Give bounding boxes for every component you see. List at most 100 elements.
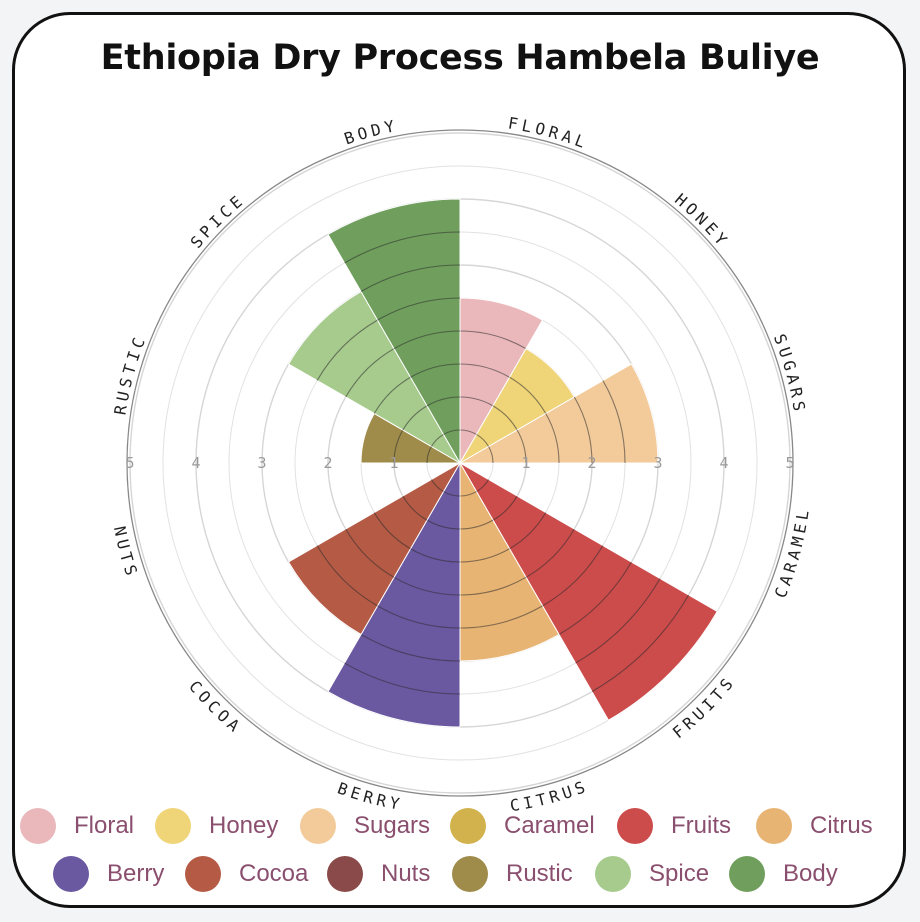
legend-swatch bbox=[729, 856, 765, 892]
legend-item-nuts[interactable]: Nuts bbox=[327, 854, 430, 894]
sector-fill bbox=[459, 461, 560, 662]
sector-ring bbox=[426, 519, 461, 530]
sector-citrus bbox=[459, 461, 560, 662]
legend-item-floral[interactable]: Floral bbox=[20, 806, 134, 846]
sector-body bbox=[327, 198, 461, 465]
legend-label: Berry bbox=[107, 860, 165, 887]
category-label-sugars: SUGARS bbox=[770, 331, 810, 416]
grid-circle bbox=[129, 132, 791, 794]
sector-ring bbox=[410, 363, 461, 378]
legend-label: Caramel bbox=[504, 812, 595, 839]
legend-item-berry[interactable]: Berry bbox=[53, 854, 164, 894]
outer-ring bbox=[126, 129, 794, 797]
sector-ring bbox=[492, 405, 518, 431]
sector-ring bbox=[591, 594, 690, 693]
sector-ring bbox=[459, 576, 527, 596]
tick-label: 1 bbox=[521, 454, 530, 472]
category-label-body: BODY bbox=[342, 116, 400, 149]
sector-ring bbox=[459, 396, 494, 407]
legend-item-body[interactable]: Body bbox=[729, 854, 838, 894]
sector-ring bbox=[492, 495, 518, 521]
legend-item-cocoa[interactable]: Cocoa bbox=[185, 854, 308, 894]
sector-ring bbox=[459, 605, 543, 629]
legend-swatch bbox=[53, 856, 89, 892]
legend-item-rustic[interactable]: Rustic bbox=[452, 854, 573, 894]
legend-swatch bbox=[20, 808, 56, 844]
category-label-rustic: RUSTIC bbox=[110, 331, 150, 416]
sector-berry bbox=[327, 461, 461, 728]
tick-label: 5 bbox=[785, 454, 794, 472]
sector-ring bbox=[345, 528, 395, 578]
tick-label: 4 bbox=[191, 454, 200, 472]
legend-swatch bbox=[327, 856, 363, 892]
sector-ring bbox=[575, 578, 661, 664]
sector-fill bbox=[458, 461, 718, 721]
sector-ring bbox=[430, 479, 444, 493]
sector-fill bbox=[459, 297, 544, 465]
sector-ring bbox=[316, 545, 378, 607]
legend-item-spice[interactable]: Spice bbox=[595, 854, 709, 894]
sector-ring bbox=[545, 413, 560, 464]
sector-ring bbox=[393, 576, 461, 596]
sector-cocoa bbox=[287, 461, 462, 636]
sector-ring bbox=[516, 429, 527, 464]
tick-label: 1 bbox=[389, 454, 398, 472]
sector-ring bbox=[360, 633, 461, 662]
sector-ring bbox=[377, 297, 461, 321]
legend-label: Sugars bbox=[354, 812, 431, 839]
legend-label: Body bbox=[783, 860, 838, 887]
legend-row: Berry Cocoa Nuts Rustic Spice Body bbox=[0, 854, 920, 894]
sector-ring bbox=[488, 446, 494, 464]
legend-label: Nuts bbox=[381, 860, 431, 887]
legend-item-fruits[interactable]: Fruits bbox=[617, 806, 731, 846]
category-label-floral: FLORAL bbox=[507, 113, 592, 153]
sector-sugars bbox=[458, 363, 659, 464]
sector-ring bbox=[558, 561, 632, 635]
sector-ring bbox=[316, 319, 378, 381]
category-label-cocoa: COCOA bbox=[185, 677, 246, 738]
sector-ring bbox=[360, 264, 461, 293]
sector-ring bbox=[459, 363, 510, 378]
sector-ring bbox=[509, 376, 547, 414]
sector-ring bbox=[509, 512, 547, 550]
category-label-spice: SPICE bbox=[187, 190, 249, 252]
legend-label: Floral bbox=[74, 812, 135, 839]
data-sectors bbox=[287, 198, 718, 728]
sector-ring bbox=[344, 231, 461, 264]
tick-label: 2 bbox=[587, 454, 596, 472]
legend-label: Fruits bbox=[671, 812, 731, 839]
sector-ring bbox=[443, 429, 461, 435]
legend-swatch bbox=[617, 808, 653, 844]
legend-label: Rustic bbox=[506, 860, 573, 887]
legend-swatch bbox=[450, 808, 486, 844]
sector-ring bbox=[426, 396, 461, 407]
sector-ring bbox=[344, 662, 461, 695]
legend-item-honey[interactable]: Honey bbox=[155, 806, 278, 846]
legend-swatch bbox=[595, 856, 631, 892]
sector-fill bbox=[287, 461, 462, 636]
tick-label: 3 bbox=[257, 454, 266, 472]
legend-swatch bbox=[300, 808, 336, 844]
sector-ring bbox=[393, 330, 461, 350]
sector-ring bbox=[542, 545, 604, 607]
sector-ring bbox=[373, 376, 411, 414]
sector-ring bbox=[459, 548, 510, 563]
sector-ring bbox=[345, 348, 395, 398]
category-label-honey: HONEY bbox=[671, 190, 733, 252]
sector-ring bbox=[402, 405, 428, 431]
sector-fill bbox=[327, 461, 461, 728]
legend-swatch bbox=[452, 856, 488, 892]
legend-item-caramel[interactable]: Caramel bbox=[450, 806, 595, 846]
sector-fill bbox=[458, 363, 659, 464]
sector-ring bbox=[373, 512, 411, 550]
sector-ring bbox=[410, 548, 461, 563]
legend-item-citrus[interactable]: Citrus bbox=[756, 806, 873, 846]
sector-fruits bbox=[458, 461, 718, 721]
sector-ring bbox=[377, 605, 461, 629]
sector-ring bbox=[525, 528, 575, 578]
sector-ring bbox=[393, 429, 404, 464]
legend-swatch bbox=[756, 808, 792, 844]
legend-item-sugars[interactable]: Sugars bbox=[300, 806, 430, 846]
sector-floral bbox=[459, 297, 544, 465]
tick-label: 5 bbox=[125, 454, 134, 472]
